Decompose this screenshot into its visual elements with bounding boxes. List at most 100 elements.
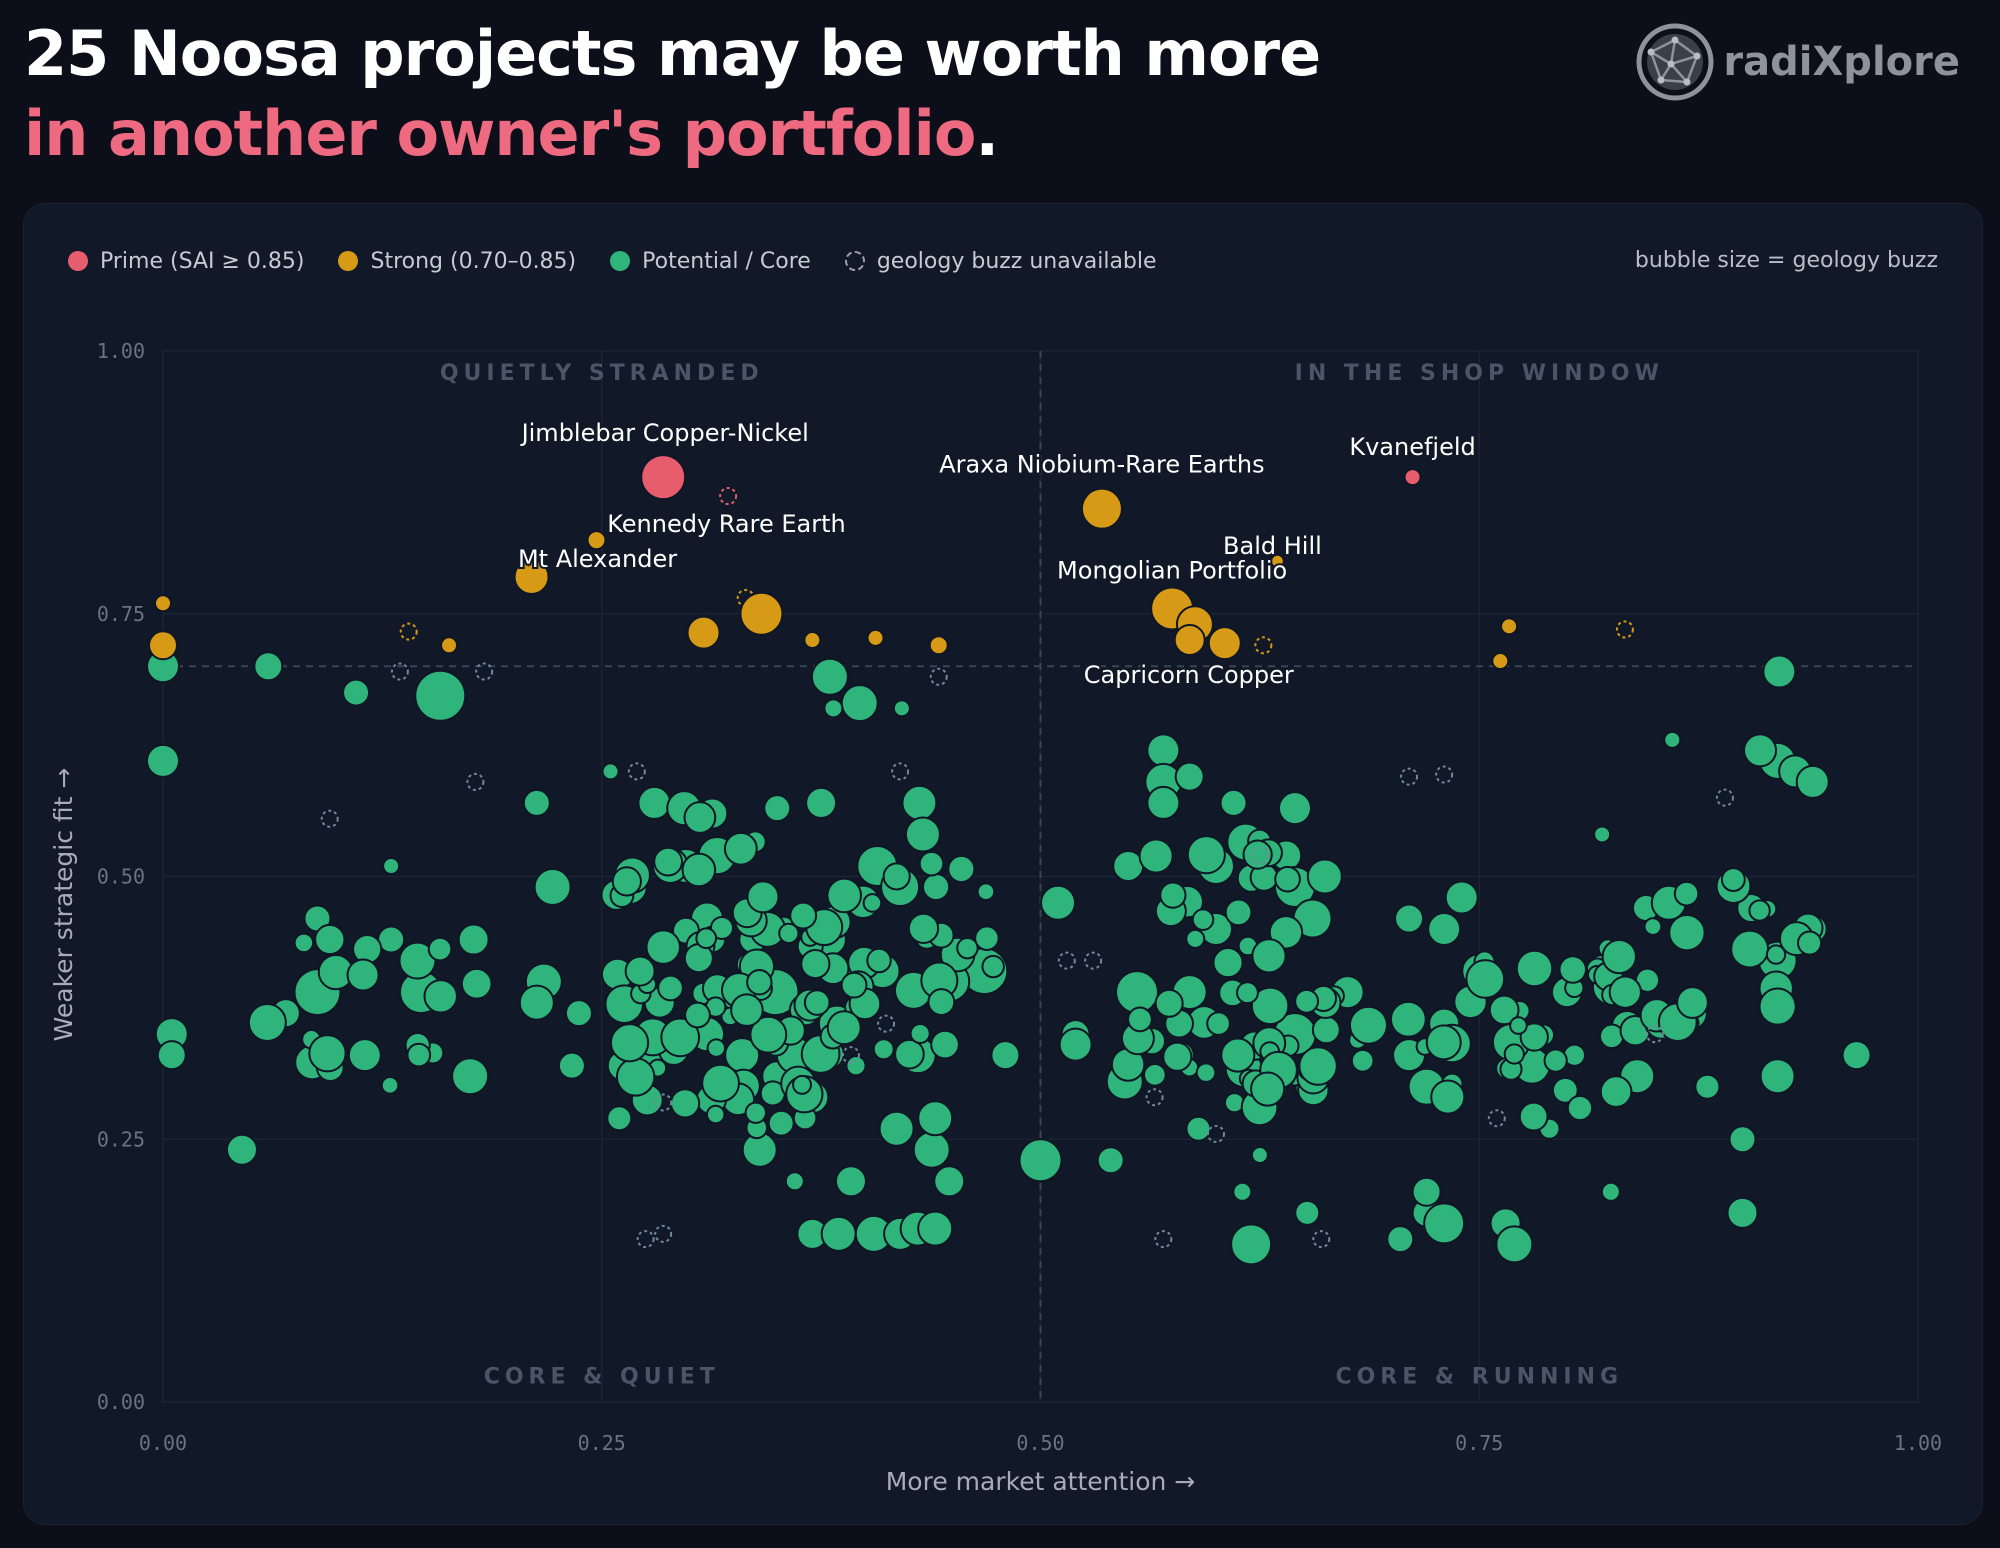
bubble-core[interactable] xyxy=(744,1101,767,1124)
bubble-core[interactable] xyxy=(669,1088,701,1119)
bubble-core[interactable] xyxy=(1765,944,1787,965)
bubble-core[interactable] xyxy=(1186,835,1226,875)
bubble-core[interactable] xyxy=(1159,881,1187,909)
bubble-strong[interactable] xyxy=(586,530,607,551)
bubble-core[interactable] xyxy=(1250,1146,1269,1165)
bubble-core[interactable] xyxy=(611,866,642,897)
bubble-core[interactable] xyxy=(878,1110,915,1147)
bubble-core[interactable] xyxy=(845,1055,867,1077)
bubble-core[interactable] xyxy=(872,1038,895,1061)
bubble-core[interactable] xyxy=(1411,1176,1442,1207)
bubble-core[interactable] xyxy=(730,993,764,1027)
bubble-core[interactable] xyxy=(1386,1225,1415,1254)
bubble-core[interactable] xyxy=(681,852,717,888)
bubble-buzz-unavailable[interactable] xyxy=(877,1014,896,1033)
bubble-core[interactable] xyxy=(749,1015,788,1054)
bubble-core[interactable] xyxy=(522,788,551,817)
bubble-core[interactable] xyxy=(695,927,718,950)
bubble-core[interactable] xyxy=(1762,654,1797,689)
bubble-buzz-unavailable[interactable] xyxy=(390,662,409,681)
bubble-buzz-unavailable[interactable] xyxy=(654,1224,673,1243)
bubble-core[interactable] xyxy=(1558,955,1587,984)
bubble-core[interactable] xyxy=(1593,825,1612,844)
bubble-buzz-unavailable[interactable] xyxy=(1487,1109,1506,1128)
bubble-core[interactable] xyxy=(253,651,284,682)
bubble-core[interactable] xyxy=(1250,986,1290,1026)
bubble-core[interactable] xyxy=(930,1029,960,1060)
bubble-core[interactable] xyxy=(763,794,792,823)
bubble-core[interactable] xyxy=(1236,981,1259,1005)
bubble-core[interactable] xyxy=(894,1038,925,1070)
bubble-buzz-unavailable[interactable] xyxy=(1435,765,1454,784)
bubble-core[interactable] xyxy=(1294,988,1320,1014)
bubble-core[interactable] xyxy=(427,936,453,962)
bubble-core[interactable] xyxy=(1518,1101,1549,1132)
bubble-core[interactable] xyxy=(653,846,684,877)
bubble-core[interactable] xyxy=(810,657,849,696)
bubble-core[interactable] xyxy=(1350,1048,1375,1073)
bubble-core[interactable] xyxy=(1668,913,1706,952)
bubble-core[interactable] xyxy=(1759,1058,1796,1095)
bubble-strong-unavailable[interactable] xyxy=(736,588,755,607)
bubble-core[interactable] xyxy=(789,901,818,930)
bubble-core[interactable] xyxy=(784,1171,805,1192)
bubble-core[interactable] xyxy=(767,1109,795,1137)
bubble-core[interactable] xyxy=(820,1215,857,1252)
bubble-buzz-unavailable[interactable] xyxy=(654,1093,673,1112)
bubble-strong[interactable] xyxy=(148,630,178,661)
bubble-core[interactable] xyxy=(1115,970,1160,1015)
bubble-core[interactable] xyxy=(1230,1223,1273,1266)
bubble-core[interactable] xyxy=(1663,730,1682,749)
bubble-core[interactable] xyxy=(1728,1125,1757,1154)
bubble-strong[interactable] xyxy=(1080,487,1123,530)
bubble-core[interactable] xyxy=(1488,994,1520,1026)
bubble-core[interactable] xyxy=(1394,903,1425,934)
bubble-buzz-unavailable[interactable] xyxy=(627,762,646,781)
bubble-core[interactable] xyxy=(1191,908,1215,931)
bubble-buzz-unavailable[interactable] xyxy=(475,662,494,681)
bubble-strong[interactable] xyxy=(1500,617,1519,636)
bubble-core[interactable] xyxy=(904,816,941,853)
bubble-core[interactable] xyxy=(892,699,911,718)
bubble-buzz-unavailable[interactable] xyxy=(1312,1230,1331,1249)
bubble-core[interactable] xyxy=(451,1057,490,1096)
bubble-core[interactable] xyxy=(1599,1075,1633,1108)
bubble-core[interactable] xyxy=(557,1051,586,1080)
bubble-core[interactable] xyxy=(1694,1073,1721,1100)
bubble-core[interactable] xyxy=(1600,1181,1621,1202)
bubble-core[interactable] xyxy=(990,1040,1021,1071)
bubble-core[interactable] xyxy=(1758,987,1797,1026)
bubble-core[interactable] xyxy=(933,1165,966,1198)
bubble-core[interactable] xyxy=(146,743,180,778)
bubble-core[interactable] xyxy=(1841,1040,1872,1071)
bubble-core[interactable] xyxy=(1251,938,1287,974)
bubble-buzz-unavailable[interactable] xyxy=(1154,1230,1173,1249)
bubble-core[interactable] xyxy=(1444,880,1479,915)
bubble-core[interactable] xyxy=(701,1063,740,1103)
bubble-strong[interactable] xyxy=(440,636,459,655)
bubble-core[interactable] xyxy=(1058,1027,1093,1062)
bubble-core[interactable] xyxy=(1726,1196,1759,1229)
bubble-core[interactable] xyxy=(518,984,555,1021)
bubble-core[interactable] xyxy=(1601,938,1637,975)
bubble-core[interactable] xyxy=(624,955,656,987)
bubble-core[interactable] xyxy=(792,1074,812,1095)
bubble-buzz-unavailable[interactable] xyxy=(1250,846,1269,865)
bubble-core[interactable] xyxy=(723,831,758,866)
bubble-core[interactable] xyxy=(247,1002,287,1042)
bubble-core[interactable] xyxy=(826,877,863,914)
bubble-core[interactable] xyxy=(918,850,945,877)
bubble-core[interactable] xyxy=(606,1105,633,1132)
bubble-core[interactable] xyxy=(1743,733,1778,768)
bubble-core[interactable] xyxy=(805,786,838,819)
bubble-core[interactable] xyxy=(705,1104,726,1125)
bubble-core[interactable] xyxy=(981,954,1005,979)
bubble-core[interactable] xyxy=(1495,1225,1534,1264)
bubble-strong[interactable] xyxy=(1491,652,1510,671)
bubble-strong[interactable] xyxy=(686,615,721,650)
bubble-strong[interactable] xyxy=(154,594,172,613)
bubble-core[interactable] xyxy=(901,784,938,821)
bubble-core[interactable] xyxy=(866,947,892,974)
bubble-core[interactable] xyxy=(414,669,467,722)
bubble-strong[interactable] xyxy=(1270,553,1285,569)
